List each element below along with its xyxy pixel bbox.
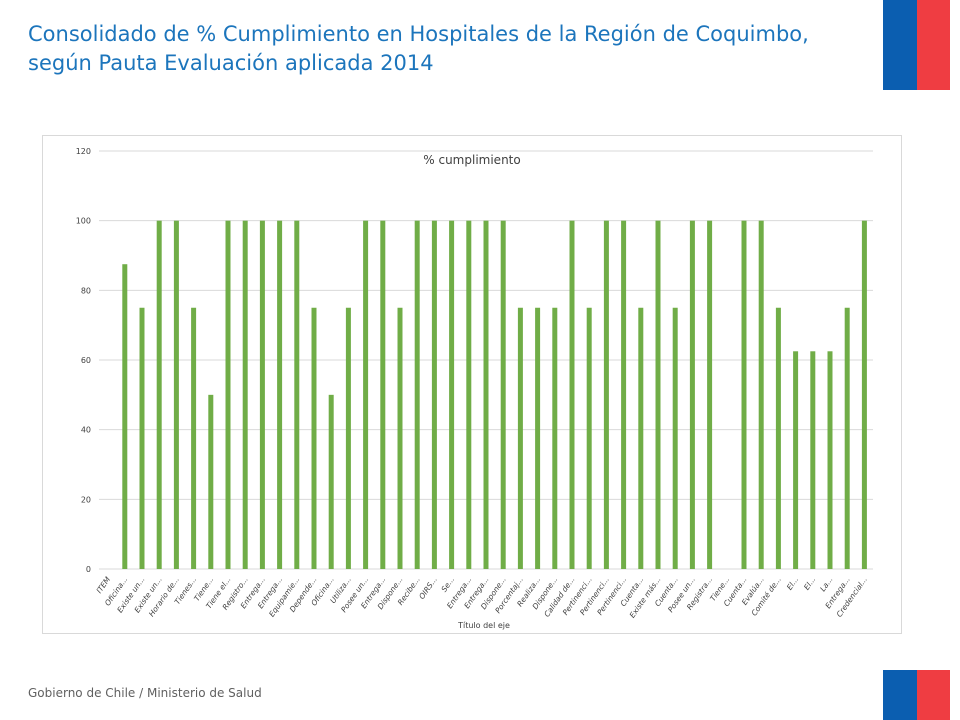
bar-chart: 0 20 40 60 80 100 120 ITEM Oficina... Existe un.… [42,135,902,634]
bar [655,220,661,569]
bar [363,220,369,569]
bar [242,220,248,569]
bar [603,220,609,569]
y-tick-label: 40 [81,426,91,435]
bar [689,220,695,569]
bar [741,220,747,569]
bar [277,220,283,569]
bar [156,220,162,569]
flag-blue-stripe [883,670,917,720]
x-axis-title: Título del eje [457,621,510,630]
y-axis-ticks: 0 20 40 60 80 100 120 [76,147,91,574]
x-category-label: El... [785,575,800,592]
y-tick-label: 60 [81,356,91,365]
bar [345,307,351,569]
bar [569,220,575,569]
bar [483,220,489,569]
bar [294,220,300,569]
flag-blue-stripe [883,0,917,90]
x-category-label: OIRS... [417,575,439,601]
bar [638,307,644,569]
bar [500,220,506,569]
y-tick-label: 120 [76,147,91,156]
bar [397,307,403,569]
footer-text: Gobierno de Chile / Ministerio de Salud [28,686,262,700]
bar [139,307,145,569]
x-category-label: Se... [439,575,456,594]
y-tick-label: 20 [81,495,91,504]
bar [672,307,678,569]
flag-red-stripe [917,670,950,720]
bar [380,220,386,569]
bar [707,220,713,569]
chile-flag-bottom [883,670,950,720]
bar [552,307,558,569]
bars [122,220,867,569]
bar [191,307,197,569]
bar [621,220,627,569]
bar [758,220,764,569]
bar [449,220,455,569]
bar [311,307,317,569]
bar [173,220,179,569]
chile-flag-top [883,0,950,90]
x-category-label: El... [802,575,817,592]
bar [328,394,334,569]
y-tick-label: 0 [86,565,91,574]
x-category-label: La... [818,575,835,593]
y-tick-label: 100 [76,217,91,226]
bar [466,220,472,569]
flag-red-stripe [917,0,950,90]
bar [535,307,541,569]
bar [414,220,420,569]
bar [208,394,214,569]
bar [810,351,816,569]
chart-title: % cumplimiento [423,153,520,167]
bar [259,220,265,569]
bar [586,307,592,569]
bar [122,264,128,569]
bar [844,307,850,569]
bar [225,220,231,569]
bar [431,220,437,569]
bar [775,307,781,569]
bar [793,351,799,569]
y-tick-label: 80 [81,286,91,295]
bar [517,307,523,569]
slide-title: Consolidado de % Cumplimiento en Hospita… [28,22,809,75]
bar [861,220,867,569]
bar [827,351,833,569]
